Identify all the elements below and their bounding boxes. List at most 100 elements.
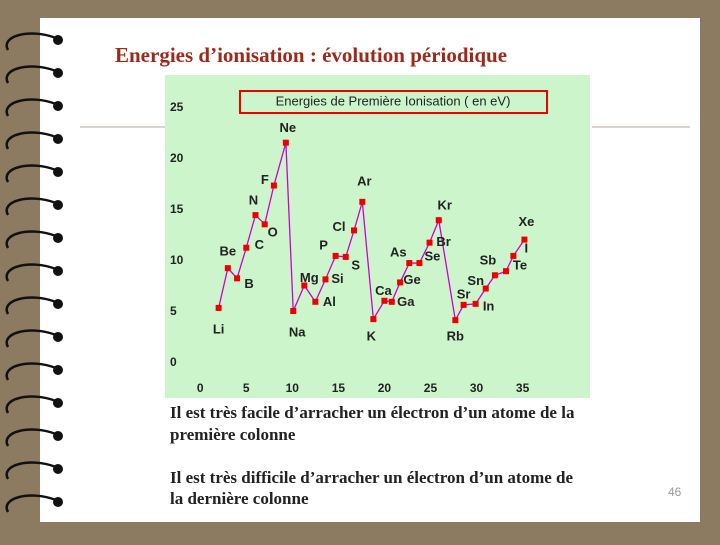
point: [452, 317, 459, 324]
point-label: I: [525, 240, 529, 255]
point: [388, 298, 395, 305]
x-tick-label: 30: [470, 381, 484, 395]
hole: [53, 398, 63, 408]
point-label: Te: [513, 258, 527, 273]
ring: [5, 230, 57, 249]
point-label: Rb: [447, 329, 464, 344]
x-tick-label: 20: [378, 381, 392, 395]
point: [426, 239, 433, 246]
point-label: B: [244, 276, 253, 291]
point-label: Ga: [397, 294, 415, 309]
point-label: K: [367, 329, 377, 344]
point-label: Al: [323, 294, 336, 309]
ring: [5, 164, 57, 183]
point: [351, 227, 358, 234]
point: [215, 304, 222, 311]
hole: [53, 134, 63, 144]
x-tick-label: 35: [516, 381, 530, 395]
chart: 0 5 10 15 20 25 0 5 10 15 20 25 30 35 Li Be B C N O F Ne Na Mg A…: [170, 100, 534, 395]
hole: [53, 233, 63, 243]
point-label: Cl: [333, 219, 346, 234]
point: [435, 217, 442, 224]
hole: [53, 365, 63, 375]
point-label: Kr: [438, 198, 452, 213]
point: [370, 316, 377, 323]
x-tick-label: 25: [424, 381, 438, 395]
point-label: Si: [331, 271, 343, 286]
plot-area: [165, 75, 590, 398]
point-label: Xe: [518, 214, 534, 229]
point-label: C: [255, 237, 265, 252]
point-label: Sn: [467, 273, 484, 288]
y-tick-label: 10: [170, 253, 184, 267]
point-label: Se: [424, 248, 440, 263]
ring: [5, 32, 57, 51]
point: [282, 139, 289, 146]
point: [460, 301, 467, 308]
x-tick-label: 15: [332, 381, 346, 395]
point-label: As: [390, 244, 407, 259]
hole: [53, 167, 63, 177]
x-tick-label: 0: [197, 381, 204, 395]
page-number: 46: [668, 485, 682, 499]
ring: [5, 296, 57, 315]
point: [521, 236, 528, 243]
point-label: Be: [220, 244, 237, 259]
point: [301, 282, 308, 289]
point: [252, 212, 259, 219]
point: [224, 265, 231, 272]
ring: [5, 362, 57, 381]
point: [290, 307, 297, 314]
point: [482, 285, 489, 292]
point: [234, 275, 241, 282]
notes-box: [162, 398, 608, 510]
y-tick-label: 15: [170, 202, 184, 216]
x-tick-label: 10: [286, 381, 300, 395]
hole: [53, 332, 63, 342]
point: [322, 276, 329, 283]
point: [359, 198, 366, 205]
hole: [53, 101, 63, 111]
point-label: Na: [289, 324, 306, 339]
point-label: O: [268, 225, 278, 240]
point: [491, 272, 498, 279]
note-line: Il est très facile d’arracher un électro…: [170, 403, 575, 422]
ring: [5, 98, 57, 117]
y-tick-label: 5: [170, 304, 177, 318]
point-label: In: [483, 298, 495, 313]
note-line: Il est très difficile d’arracher un élec…: [170, 468, 573, 487]
ring: [5, 395, 57, 414]
slide-title: Energies d’ionisation : évolution périod…: [115, 43, 507, 67]
ring: [5, 65, 57, 84]
point-label: Sr: [457, 286, 471, 301]
hole: [53, 497, 63, 507]
point-label: Br: [436, 234, 450, 249]
point: [270, 182, 277, 189]
y-tick-label: 0: [170, 355, 177, 369]
ring: [5, 329, 57, 348]
hole: [53, 68, 63, 78]
point: [397, 279, 404, 286]
point-label: S: [351, 257, 360, 272]
point-label: Ca: [375, 283, 392, 298]
point-label: P: [319, 237, 328, 252]
binding: [5, 32, 63, 513]
point: [243, 244, 250, 251]
point: [406, 260, 413, 267]
hole: [53, 200, 63, 210]
note-line: la dernière colonne: [170, 489, 309, 508]
point-label: Ar: [357, 173, 371, 188]
point: [261, 221, 268, 228]
point: [312, 298, 319, 305]
point: [416, 260, 423, 267]
ring: [5, 461, 57, 480]
hole: [53, 431, 63, 441]
ring: [5, 428, 57, 447]
x-tick-label: 5: [243, 381, 250, 395]
point-label: Mg: [300, 270, 319, 285]
y-tick-label: 25: [170, 100, 184, 114]
hole: [53, 464, 63, 474]
hole: [53, 266, 63, 276]
